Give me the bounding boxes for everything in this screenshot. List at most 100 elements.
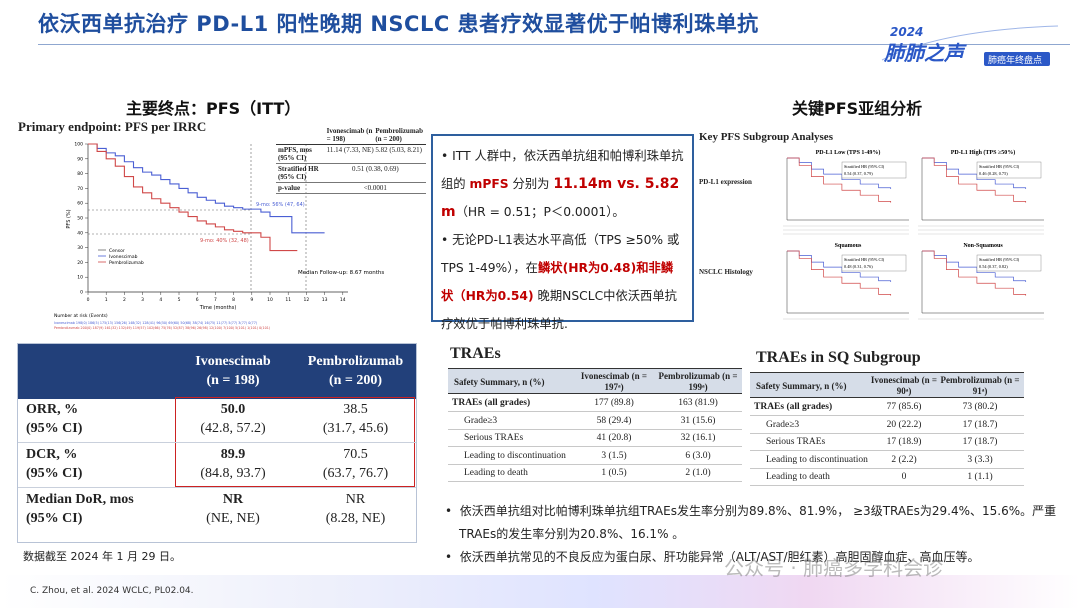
row-label-pdl1: PD-L1 expression [699,178,752,186]
km-plot-title: Primary endpoint: PFS per IRRC [18,119,207,134]
orr-ivo-value: NR (NE, NE) [206,492,260,526]
subgroup-plot-title: Key PFS Subgroup Analyses [699,131,833,143]
trae-row: Serious TRAEs 41 (20.8) 32 (16.1) [448,430,742,447]
subgroup-pem-curve [922,157,1027,203]
efficacy-summary-box: • ITT 人群中，依沃西单抗组和帕博利珠单抗组的 mPFS 分别为 11.14… [431,134,694,331]
title-divider [38,44,1070,45]
orr-col-pem: Pembrolizumab [307,354,404,369]
brand-logo: 2024 肺肺之声 肺癌年终盘点 [880,20,1060,72]
subgroup-panel-title: PD-L1 High (TPS ≥50%) [951,149,1015,156]
km-ytick: 10 [77,275,83,281]
trae-row: Serious TRAEs 17 (18.9) 17 (18.7) [750,434,1024,451]
subgroup-panel: Non-Squamous Stratified HR (95% CI) 0.54 (… [918,243,1044,320]
km-pembrolizumab-curve [88,143,298,252]
watermark: 公众号 · 肺癌多学科会诊 [724,556,944,580]
orr-col-ivo-n: (n = 198) [206,373,260,388]
km-ytick: 80 [77,171,83,177]
bullet-subgroup: • 无论PD-L1表达水平高低（TPS ≥50% 或 TPS 1-49%），在鳞… [441,233,680,331]
traes-table: Safety Summary, n (%) Ivonescimab (n = 1… [448,368,742,486]
trae-row: Leading to discontinuation 2 (2.2) 3 (3.… [750,452,1024,469]
subgroup-hr-value: 0.48 (0.31, 0.76) [844,264,873,270]
km-legend: Censor Ivonescimab Pembrolizumab [98,248,144,266]
km-xtick: 0 [87,297,90,303]
trae-header: Safety Summary, n (%) Ivonescimab (n = 9… [750,372,1024,398]
traes-sq-title: TRAEs in SQ Subgroup [756,349,921,366]
orr-col-pem-n: (n = 200) [328,373,383,388]
svg-text:Ivonescimab: Ivonescimab [109,254,138,260]
subgroup-hr-value: 0.54 (0.37, 0.82) [979,264,1008,270]
km-risk-ivo: Ivonescimab 198(0) 186(5) 175(13) 156(26… [54,321,257,325]
km-xlabel: Time (months) [199,305,237,311]
trae-row: Grade≥3 20 (22.2) 17 (18.7) [750,417,1024,434]
subgroup-hr-label: Stratified HR (95% CI) [979,257,1020,262]
orr-ivo-value: 89.9 (84.8, 93.7) [200,447,266,481]
orr-row-label: DCR, % (95% CI) [26,447,83,481]
subgroup-hr-label: Stratified HR (95% CI) [979,164,1020,169]
bullet-trae-rates: • 依沃西单抗组对比帕博利珠单抗组TRAEs发生率分别为89.8%、81.9%，… [445,504,1057,541]
km-ylabel: PFS (%) [66,209,72,228]
bullet-common-ae: • 依沃西单抗常见的不良反应为蛋白尿、肝功能异常（ALT/AST/胆红素）高胆固… [445,550,980,564]
orr-table-header: Ivonescimab (n = 198) Pembrolizumab (n =… [18,344,416,399]
km-ivo-annotation: 9-mo: 56% (47, 64) [256,202,305,208]
km-xtick: 7 [214,297,217,303]
km-plot-panel: Primary endpoint: PFS per IRRC 100 90 80 70… [18,119,428,331]
km-risk-pem: Pembrolizumab 200(0) 187(9) 161(32) 132(… [54,326,270,330]
km-ytick: 70 [77,186,83,192]
subgroup-hr-label: Stratified HR (95% CI) [844,257,885,262]
km-followup: Median Follow-up: 8.67 months [298,270,384,276]
km-xtick: 10 [267,297,273,303]
km-xtick: 2 [123,297,126,303]
subgroup-charts: PD-L1 Low (TPS 1-49%) Stratified HR (95% … [783,149,1044,320]
orr-pem-value: 38.5 (31.7, 45.6) [322,402,389,436]
orr-pem-value: 70.5 (63.7, 76.7) [322,447,389,481]
trae-header: Safety Summary, n (%) Ivonescimab (n = 1… [448,368,742,394]
km-pem-annotation: 9-mo: 40% (32, 48) [200,238,249,244]
km-ytick: 50 [77,216,83,222]
km-ytick: 30 [77,245,83,251]
subgroup-hr-label: Stratified HR (95% CI) [844,164,885,169]
orr-table: Ivonescimab (n = 198) Pembrolizumab (n =… [17,343,417,543]
km-ytick: 60 [77,201,83,207]
footer-band [0,575,1080,608]
orr-row-label: Median DoR, mos (95% CI) [26,492,134,526]
trae-row: Leading to death 1 (0.5) 2 (1.0) [448,465,742,482]
svg-text:肺肺之声: 肺肺之声 [883,41,967,65]
km-xtick: 1 [105,297,108,303]
km-ytick: 40 [77,230,83,236]
subgroup-panel: PD-L1 High (TPS ≥50%) Stratified HR (95% … [918,149,1044,235]
subgroup-panel: Squamous Stratified HR (95% CI) 0.48 (0.31… [783,243,909,320]
subgroup-panel-title: Non-Squamous [963,243,1003,249]
subgroup-pem-curve [787,250,892,296]
orr-pem-value: NR (8.28, NE) [325,492,386,526]
subgroup-panel-title: Squamous [835,243,862,249]
traes-title: TRAEs [450,345,501,362]
subgroup-section-title: 关键PFS亚组分析 [792,99,923,118]
km-xtick: 11 [285,297,291,303]
km-xtick: 12 [304,297,310,303]
safety-bullets: • 依沃西单抗组对比帕博利珠单抗组TRAEs发生率分别为89.8%、81.9%，… [445,500,1070,569]
subgroup-hr-value: 0.46 (0.28, 0.75) [979,171,1008,177]
km-ytick: 0 [80,290,83,296]
km-xtick: 4 [159,297,162,303]
svg-text:2024: 2024 [890,25,923,39]
km-xtick: 9 [250,297,253,303]
orr-row-divider [18,487,416,488]
bullet-itt: • ITT 人群中，依沃西单抗组和帕博利珠单抗组的 mPFS 分别为 11.14… [441,149,684,220]
trae-row: Leading to discontinuation 3 (1.5) 6 (3.… [448,448,742,465]
km-ytick: 90 [77,156,83,162]
citation: C. Zhou, et al. 2024 WCLC, PL02.04. [30,586,194,596]
km-risk-title: Number at risk (Events) [54,313,108,319]
row-label-histology: NSCLC Histology [699,268,753,276]
subgroup-hr-value: 0.54 (0.37, 0.79) [844,171,873,177]
svg-text:Pembrolizumab: Pembrolizumab [109,260,144,266]
page-title: 依沃西单抗治疗 PD-L1 阳性晚期 NSCLC 患者疗效显著优于帕博利珠单抗 [38,12,759,36]
km-ivonescimab-curve [88,143,325,234]
trae-row: Grade≥3 58 (29.4) 31 (15.6) [448,413,742,430]
subgroup-panel: PD-L1 Low (TPS 1-49%) Stratified HR (95% … [783,149,909,235]
km-xtick: 3 [141,297,144,303]
orr-col-ivo: Ivonescimab [195,354,271,369]
km-xtick: 13 [322,297,328,303]
trae-row: TRAEs (all grades) 177 (89.8) 163 (81.9) [448,395,742,412]
km-summary-table: Ivonescimab (n = 198) Pembrolizumab (n = … [276,126,426,194]
